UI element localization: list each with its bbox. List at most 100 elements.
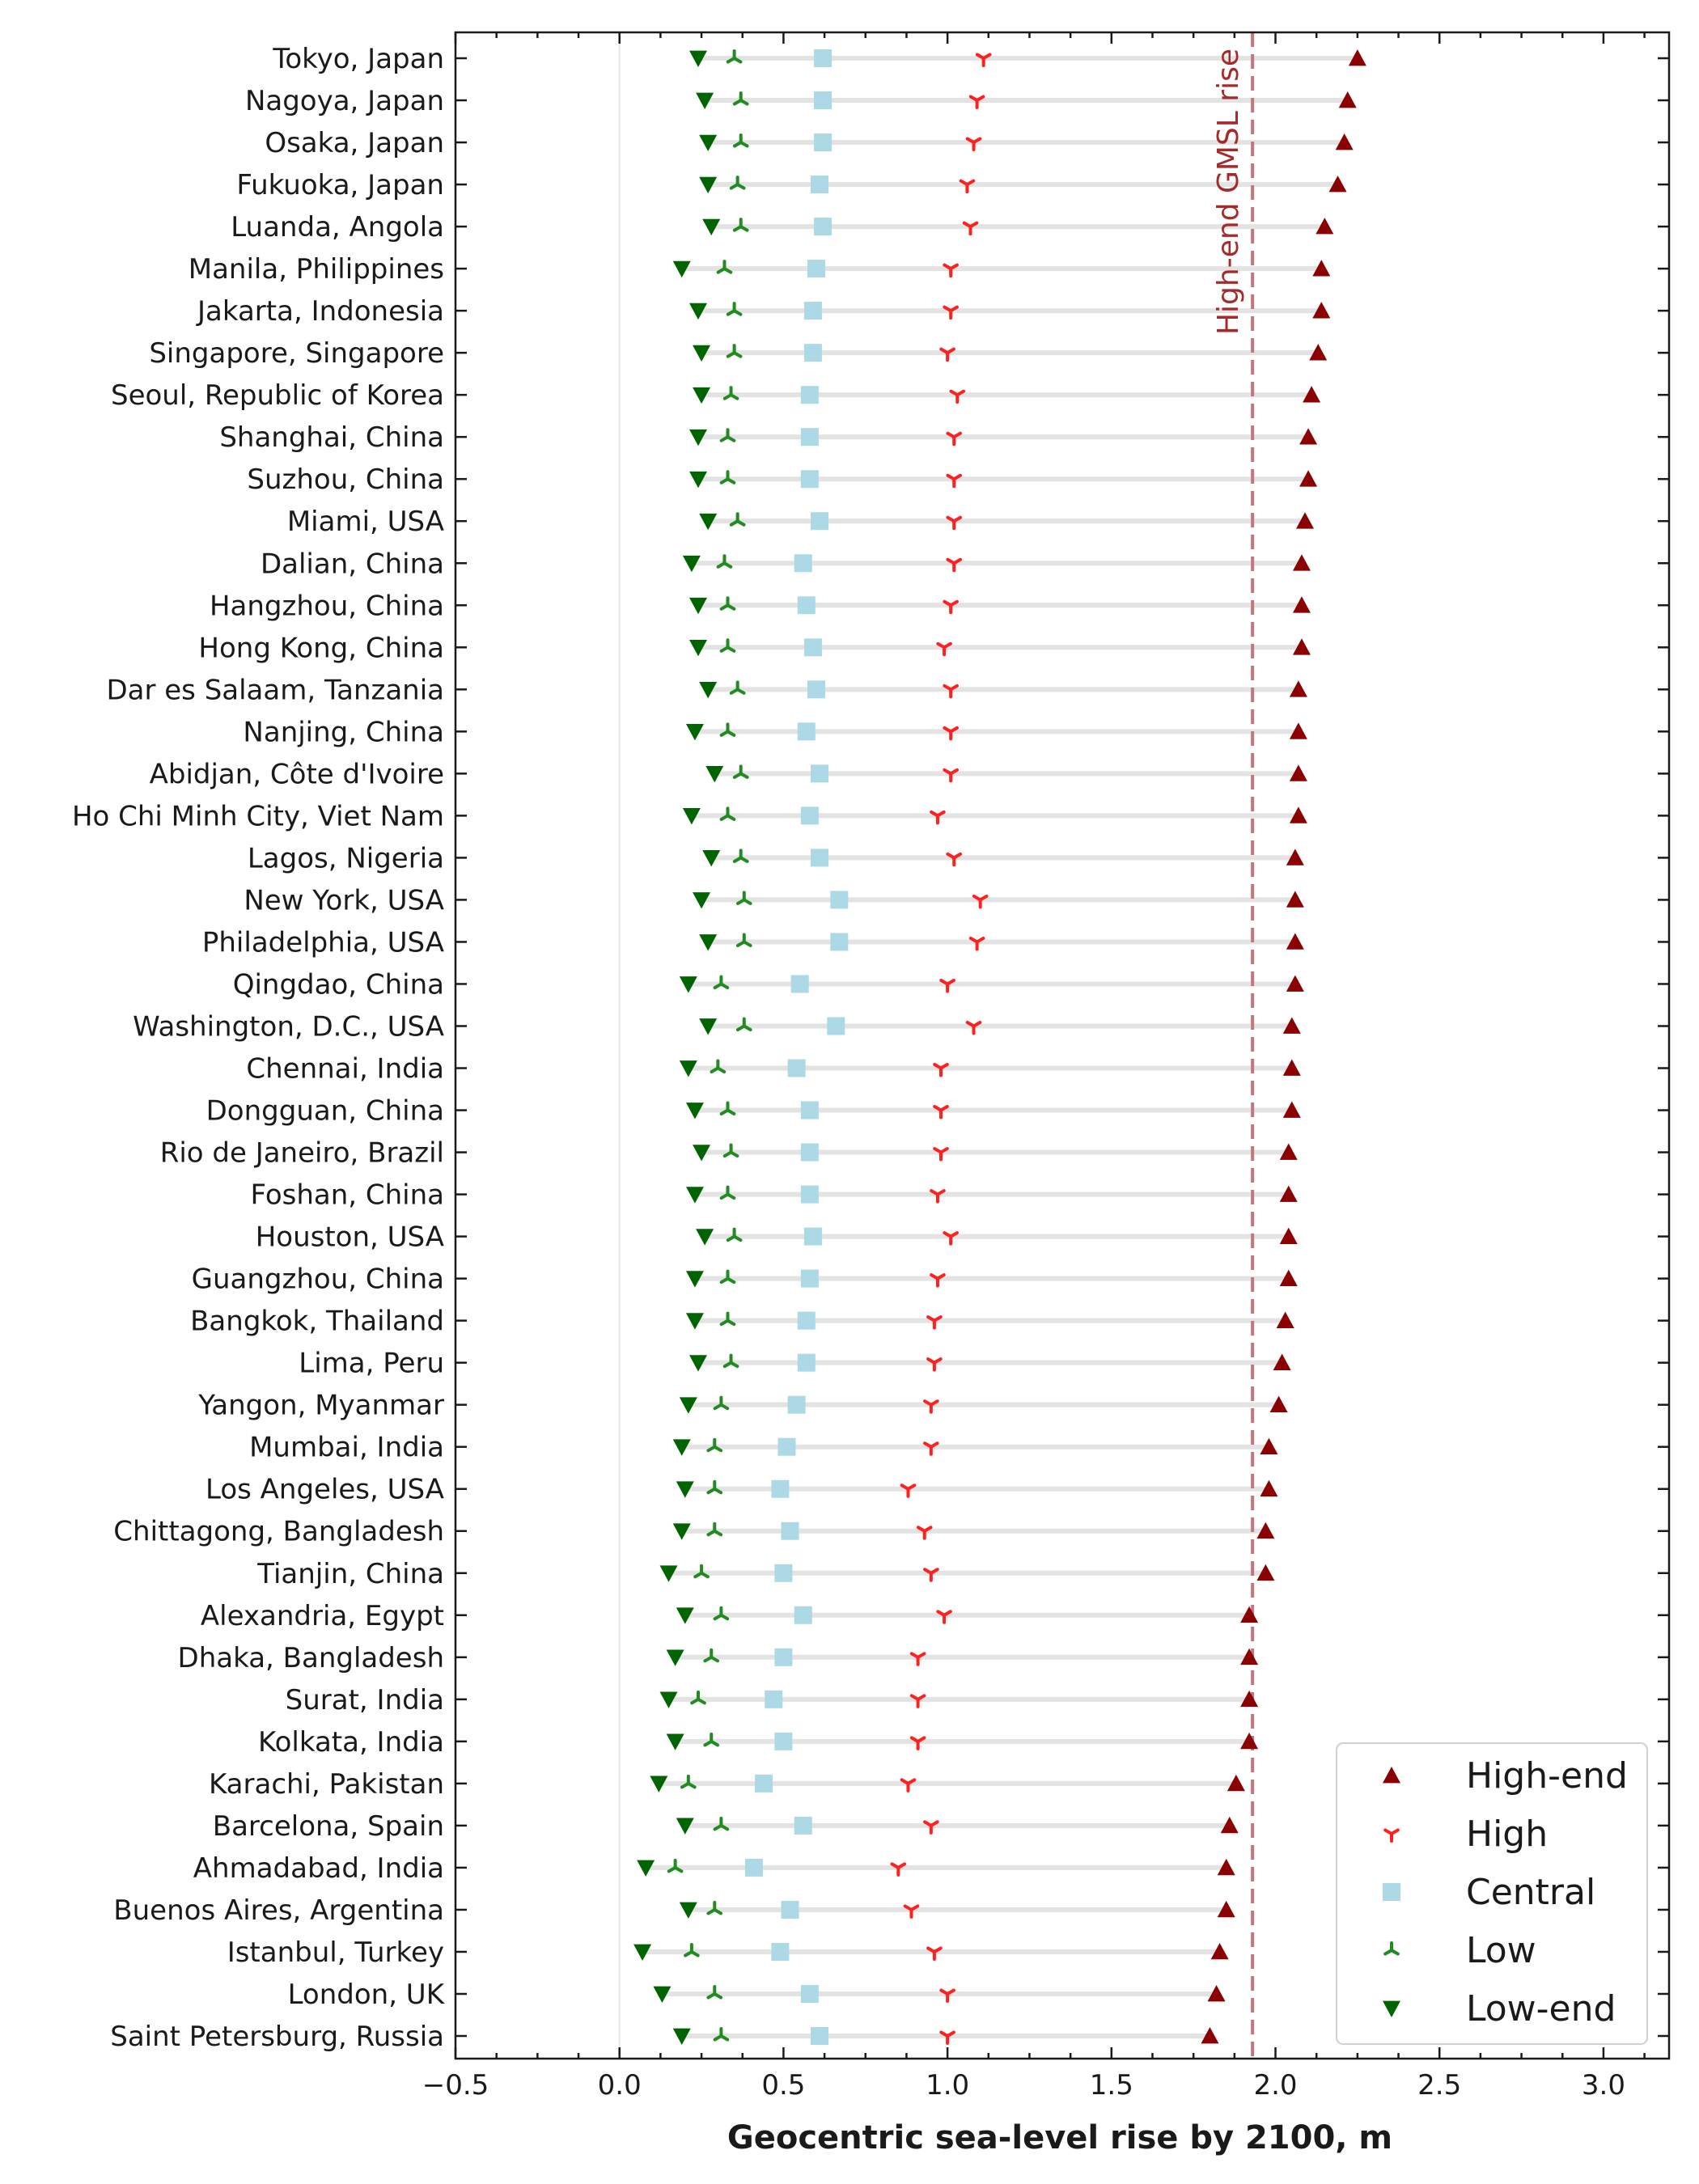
marker-low-end: [689, 471, 707, 489]
marker-high-end: [1240, 1690, 1259, 1708]
marker-high: [923, 1441, 939, 1456]
marker-low: [732, 849, 749, 863]
marker-low: [706, 1479, 723, 1495]
legend-box: [1336, 1742, 1648, 2045]
city-label: Tokyo, Japan: [272, 43, 444, 75]
marker-low-end: [672, 260, 691, 278]
marker-low-end: [679, 1397, 697, 1414]
marker-high: [943, 305, 959, 320]
legend-label: Low-end: [1466, 1988, 1616, 2030]
marker-high-end: [1207, 1984, 1226, 2002]
marker-high: [930, 1189, 946, 1204]
marker-central: [781, 1522, 799, 1540]
marker-central: [794, 554, 812, 573]
marker-central: [765, 1690, 783, 1708]
city-label: Chennai, India: [246, 1053, 444, 1086]
marker-high-end: [1220, 1816, 1239, 1834]
marker-low-end: [689, 50, 707, 67]
city-label: Chittagong, Bangladesh: [113, 1516, 444, 1548]
city-label: Rio de Janeiro, Brazil: [160, 1137, 444, 1170]
marker-central: [811, 176, 828, 194]
city-label: New York, USA: [244, 884, 444, 916]
city-label: Surat, India: [286, 1684, 444, 1716]
marker-low-end: [679, 1060, 697, 1077]
marker-central: [814, 49, 833, 67]
marker-low: [706, 1522, 723, 1537]
city-label: Nanjing, China: [243, 716, 444, 748]
marker-high: [943, 726, 959, 741]
marker-low: [719, 806, 736, 821]
legend-marker-central: [1383, 1883, 1400, 1901]
marker-low-end: [685, 723, 704, 741]
marker-high-end: [1309, 344, 1328, 361]
marker-high: [939, 978, 955, 993]
marker-low: [703, 1732, 720, 1747]
marker-high-end: [1217, 1858, 1235, 1876]
marker-high-end: [1240, 1732, 1259, 1750]
x-tick-label: 0.0: [598, 2069, 642, 2101]
marker-high: [943, 1231, 959, 1246]
marker-central: [811, 2027, 828, 2045]
marker-low-end: [676, 1481, 694, 1498]
marker-low: [732, 91, 749, 106]
marker-low: [726, 302, 743, 316]
marker-low: [713, 1816, 730, 1831]
marker-low-end: [705, 766, 724, 783]
marker-low: [719, 722, 736, 737]
marker-central: [790, 975, 809, 993]
marker-high: [923, 1820, 939, 1835]
marker-low: [722, 1353, 739, 1369]
marker-low-end: [682, 808, 701, 825]
legend: High-end High Central Low Low-end: [1336, 1742, 1648, 2045]
marker-low: [726, 1227, 743, 1242]
marker-central: [797, 596, 816, 615]
marker-low: [726, 49, 743, 64]
marker-high: [926, 1357, 943, 1372]
marker-high-end: [1289, 722, 1307, 739]
marker-low-end: [696, 1229, 714, 1246]
marker-high-end: [1299, 428, 1318, 445]
plot-frame: [454, 31, 1671, 2060]
marker-central: [827, 1017, 845, 1035]
marker-high: [909, 1652, 926, 1666]
marker-high: [930, 810, 946, 825]
city-label: Nagoya, Japan: [245, 85, 444, 117]
marker-high-end: [1269, 1395, 1288, 1413]
city-label: Buenos Aires, Argentina: [113, 1894, 444, 1927]
city-label: Qingdao, China: [233, 968, 444, 1001]
marker-low-end: [685, 1313, 704, 1330]
marker-high-end: [1338, 91, 1357, 108]
marker-high-end: [1286, 975, 1304, 992]
marker-high: [923, 1568, 939, 1582]
marker-high: [972, 894, 989, 909]
marker-low: [729, 176, 746, 190]
marker-high: [926, 1315, 943, 1330]
marker-central: [797, 722, 816, 741]
marker-central: [794, 1606, 812, 1624]
marker-low-end: [702, 218, 721, 236]
marker-low-end: [689, 429, 707, 447]
city-label: London, UK: [288, 1979, 446, 2011]
marker-central: [803, 638, 822, 657]
city-label: Dongguan, China: [206, 1095, 444, 1128]
legend-label: Low: [1466, 1930, 1536, 1971]
marker-central: [800, 1984, 819, 2003]
marker-high-end: [1289, 680, 1307, 697]
marker-high-end: [1289, 806, 1307, 823]
marker-low-end: [693, 345, 711, 362]
marker-low-end: [689, 303, 707, 320]
axes: [454, 31, 1671, 2060]
marker-central: [794, 1816, 812, 1835]
marker-central: [800, 1269, 819, 1288]
marker-central: [787, 1059, 806, 1077]
marker-low: [732, 764, 749, 779]
city-label: Foshan, China: [250, 1179, 444, 1212]
legend-marker-low-end: [1383, 2000, 1400, 2017]
marker-high-end: [1335, 133, 1354, 150]
marker-high: [909, 1694, 926, 1708]
city-label: Hong Kong, China: [198, 632, 444, 664]
marker-central: [814, 218, 833, 236]
city-label: Istanbul, Turkey: [227, 1936, 444, 1969]
city-label: Miami, USA: [287, 506, 444, 538]
marker-low: [684, 1942, 700, 1958]
